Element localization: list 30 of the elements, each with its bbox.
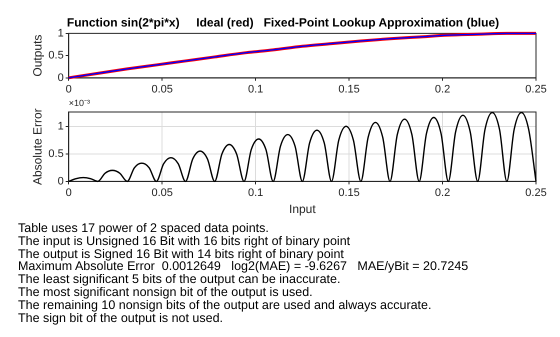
x-tick-label: 0.15 — [338, 83, 360, 96]
y-tick-label: 1 — [58, 27, 64, 40]
x-tick-label: 0 — [66, 187, 72, 200]
text: ×10⁻³ — [68, 98, 90, 108]
x-tick-label: 0.2 — [434, 187, 450, 200]
y-tick-label: 0.5 — [48, 50, 64, 62]
text: The input is Unsigned 16 Bit with 16 bits right of binary point — [18, 234, 352, 248]
text: The output is Signed 16 Bit with 14 bits right of binary point — [18, 246, 344, 261]
text: The most significant nonsign bit of the output is used. — [18, 284, 314, 299]
x-tick-label: 0.1 — [248, 83, 264, 96]
text: The sign bit of the output is not used. — [18, 310, 224, 325]
x-axis-title: Input — [288, 202, 316, 216]
y-tick-label: 0.5 — [48, 148, 64, 160]
y-tick-label: 0 — [58, 175, 64, 188]
y-tick-label: 0 — [58, 72, 64, 84]
chart-title: Function sin(2*pi*x) Ideal (red) Fixed-Point Lookup Approximation (blue) — [66, 16, 500, 30]
text: The remaining 10 nonsign bits of the output are used and always accurate. — [18, 298, 432, 312]
text: Table uses 17 power of 2 spaced data points. — [18, 221, 270, 235]
x-tick-label: 0.25 — [525, 187, 547, 200]
x-tick-label: 0.15 — [338, 187, 360, 200]
x-tick-label: 0 — [66, 83, 72, 96]
y-axis-title: Absolute Error — [30, 108, 45, 186]
x-tick-label: 0.2 — [434, 83, 450, 96]
y-tick-label: 1 — [58, 120, 64, 132]
x-tick-label: 0.05 — [151, 187, 173, 200]
y-axis-title: Outputs — [30, 34, 45, 77]
x-tick-label: 0.25 — [525, 83, 547, 96]
text: The least significant 5 bits of the output can be inaccurate. — [18, 272, 342, 286]
x-tick-label: 0.05 — [151, 83, 173, 96]
x-tick-label: 0.1 — [248, 187, 264, 200]
